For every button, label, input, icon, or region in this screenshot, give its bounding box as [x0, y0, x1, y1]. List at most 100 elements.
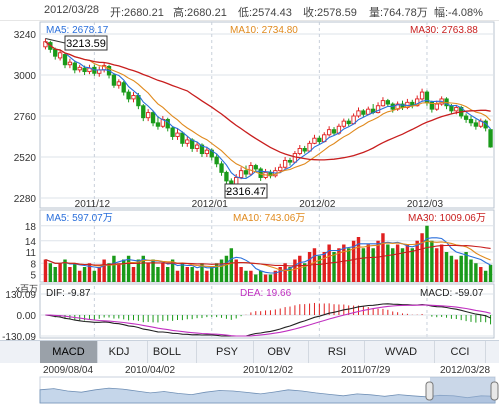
candle-body	[141, 105, 146, 119]
volume-bar	[151, 259, 155, 282]
ma5-line	[45, 41, 492, 180]
quote-change: 幅:-4.08%	[434, 7, 483, 19]
ma5-legend: MA5: 2678.17	[46, 25, 109, 36]
candle-body	[341, 120, 346, 127]
volume-bar	[283, 263, 287, 282]
price-tick-label: 2520	[14, 153, 37, 164]
candle-body	[278, 166, 283, 172]
candle-body	[488, 129, 493, 148]
tab-cci[interactable]: CCI	[435, 341, 486, 363]
volume-bar	[77, 270, 82, 282]
quote-date: 2012/03/28	[44, 4, 100, 16]
volume-bar	[346, 248, 351, 282]
tab-psy[interactable]: PSY	[201, 341, 254, 363]
nav-date-1: 2009/08/04	[43, 365, 94, 376]
volume-bar	[439, 244, 444, 282]
volume-bar	[205, 270, 209, 282]
range-navigator[interactable]: 2009/08/04 2010/04/02 2010/12/02 2011/07…	[0, 363, 499, 405]
volume-bar	[268, 274, 273, 282]
candle-body	[199, 144, 205, 155]
volume-bar	[391, 248, 395, 282]
volume-bar	[239, 267, 243, 282]
volume-bar	[170, 259, 175, 282]
volume-bar	[386, 244, 390, 282]
ma30-line	[45, 41, 491, 161]
volume-bar	[180, 263, 185, 282]
volume-tick-label: 8	[30, 259, 36, 270]
volume-bar	[483, 270, 488, 282]
candle-body	[346, 120, 351, 125]
volume-bar	[400, 248, 405, 282]
volume-bar	[58, 263, 62, 282]
price-panel	[39, 21, 495, 209]
volume-bar	[219, 259, 224, 282]
stock-chart[interactable]: 3240 3000 2760 2520 2280 2011/12 2012/01 2012/0…	[0, 0, 499, 340]
volume-bar	[317, 255, 322, 282]
tab-wvad[interactable]: WVAD	[368, 341, 435, 363]
candle-body	[146, 112, 151, 119]
candle-body	[297, 148, 302, 155]
candle-body	[185, 139, 190, 144]
volume-bar	[97, 267, 101, 282]
quote-close: 收:2578.59	[303, 7, 357, 19]
volume-bar	[234, 259, 238, 282]
volume-bar	[185, 267, 190, 282]
candle-body	[77, 66, 82, 71]
candle-body	[331, 129, 337, 134]
candle-body	[380, 100, 386, 107]
volume-bar	[48, 263, 53, 282]
tab-obv[interactable]: OBV	[250, 341, 309, 363]
volume-bar	[273, 270, 278, 282]
volume-bar	[425, 225, 429, 282]
candle-body	[419, 91, 425, 100]
candle-body	[53, 48, 58, 57]
candle-body	[194, 144, 200, 149]
volume-bar	[469, 259, 473, 282]
volume-bar	[312, 248, 317, 282]
candle-body	[454, 107, 459, 112]
candle-body	[463, 115, 469, 120]
volume-bar	[73, 263, 77, 282]
candle-body	[473, 122, 479, 127]
quote-volume: 量:764.78万	[369, 7, 428, 19]
volume-bar	[405, 244, 410, 282]
volume-bar	[190, 267, 194, 282]
volume-bar	[161, 263, 165, 282]
volume-bar	[175, 270, 180, 282]
quote-low: 低:2574.43	[238, 7, 292, 19]
navigator-left-handle[interactable]	[425, 381, 434, 401]
candle-body	[116, 81, 121, 86]
volume-bar	[214, 263, 219, 282]
candle-body	[62, 54, 68, 66]
volume-bar	[82, 267, 87, 282]
volume-ma10-legend: MA10: 743.06万	[233, 213, 305, 224]
volume-bar	[141, 255, 145, 282]
volume-bar	[322, 252, 326, 282]
volume-bar	[420, 233, 424, 282]
candle-body	[238, 170, 244, 178]
candle-body	[219, 163, 224, 173]
navigator-right-handle[interactable]	[490, 381, 499, 401]
volume-bar	[156, 267, 160, 282]
candle-body	[449, 105, 454, 112]
price-tick-label: 2280	[14, 194, 37, 205]
tab-macd[interactable]: MACD	[40, 341, 98, 363]
tab-kdj[interactable]: KDJ	[91, 341, 148, 363]
candle-body	[287, 159, 293, 163]
macd-legend: MACD: -59.07	[420, 288, 484, 299]
volume-bar	[166, 267, 170, 282]
volume-bar	[415, 240, 419, 282]
tab-rsi[interactable]: RSI	[310, 341, 365, 363]
volume-bar	[121, 259, 126, 282]
candle-body	[253, 165, 258, 170]
volume-bar	[63, 259, 67, 282]
tab-boll[interactable]: BOLL	[138, 341, 197, 363]
dea-legend: DEA: 19.66	[240, 288, 292, 299]
nav-date-4: 2011/07/29	[341, 365, 391, 376]
candle-body	[302, 148, 307, 152]
volume-bar	[298, 255, 302, 282]
navigator-overview	[39, 376, 499, 404]
volume-bar	[210, 267, 214, 282]
candle-body	[121, 82, 126, 93]
quote-high: 高:2680.21	[173, 7, 227, 19]
